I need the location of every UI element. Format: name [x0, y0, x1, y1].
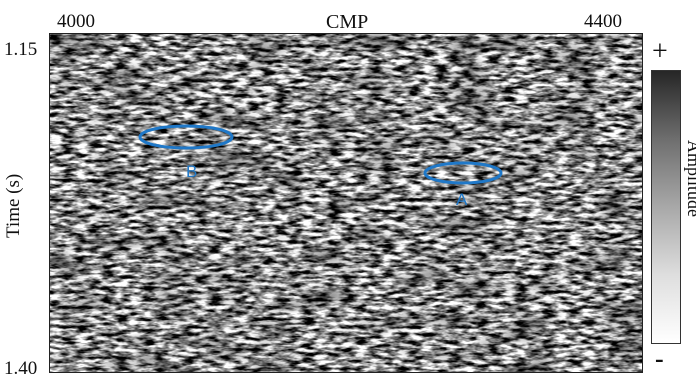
x-axis-title: CMP	[326, 11, 369, 33]
seismic-section-image	[49, 33, 643, 373]
colorbar-max-label: +	[652, 36, 668, 67]
highlight-ellipse-b	[138, 124, 234, 150]
y-axis-start-label: 1.15	[4, 39, 38, 60]
annotation-label-b: B	[186, 162, 198, 181]
highlight-ellipse-a	[423, 161, 503, 185]
amplitude-colorbar	[651, 70, 681, 344]
y-axis-end-label: 1.40	[4, 358, 38, 379]
y-axis-title: Time (s)	[3, 173, 24, 238]
annotation-label-a: A	[456, 190, 468, 209]
x-axis-start-label: 4000	[57, 11, 95, 32]
colorbar-title: Amplitude	[684, 140, 696, 217]
colorbar-min-label: -	[655, 344, 664, 373]
x-axis-end-label: 4400	[584, 11, 622, 32]
